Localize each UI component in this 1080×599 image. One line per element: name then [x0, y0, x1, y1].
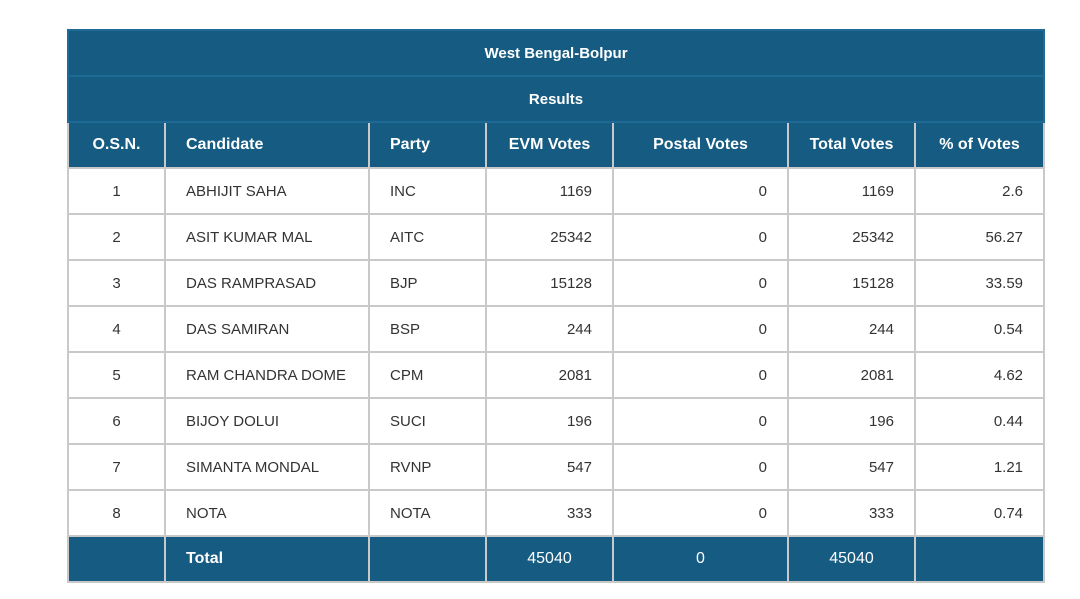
- cell-total-votes: 244: [787, 305, 916, 353]
- cell-postal-votes: 0: [612, 213, 789, 261]
- header-row: O.S.N. Candidate Party EVM Votes Postal …: [67, 121, 1046, 169]
- cell-total-votes: 2081: [787, 351, 916, 399]
- cell-osn: 2: [67, 213, 166, 261]
- cell-party: BJP: [368, 259, 487, 307]
- cell-evm-votes: 547: [485, 443, 614, 491]
- cell-percent-votes: 56.27: [913, 213, 1046, 261]
- cell-total-votes: 333: [787, 489, 916, 537]
- cell-percent-votes: 0.74: [913, 489, 1046, 537]
- cell-candidate: DAS SAMIRAN: [164, 305, 370, 353]
- cell-evm-votes: 196: [485, 397, 614, 445]
- cell-evm-votes: 1169: [485, 167, 614, 215]
- cell-evm-votes: 15128: [485, 259, 614, 307]
- cell-party: CPM: [368, 351, 487, 399]
- cell-total-votes: 25342: [787, 213, 916, 261]
- table-row: 7 SIMANTA MONDAL RVNP 547 0 547 1.21: [67, 443, 1046, 491]
- cell-osn: 5: [67, 351, 166, 399]
- cell-osn: 6: [67, 397, 166, 445]
- cell-postal-votes: 0: [612, 259, 789, 307]
- cell-candidate: ASIT KUMAR MAL: [164, 213, 370, 261]
- cell-postal-votes: 0: [612, 351, 789, 399]
- cell-osn: 8: [67, 489, 166, 537]
- cell-party: SUCI: [368, 397, 487, 445]
- header-percent-votes: % of Votes: [913, 121, 1046, 169]
- cell-percent-votes: 0.44: [913, 397, 1046, 445]
- table-row: 8 NOTA NOTA 333 0 333 0.74: [67, 489, 1046, 537]
- cell-candidate: ABHIJIT SAHA: [164, 167, 370, 215]
- header-evm-votes: EVM Votes: [485, 121, 614, 169]
- cell-evm-votes: 25342: [485, 213, 614, 261]
- cell-percent-votes: 1.21: [913, 443, 1046, 491]
- cell-party: NOTA: [368, 489, 487, 537]
- total-empty-osn: [67, 535, 166, 583]
- cell-total-votes: 1169: [787, 167, 916, 215]
- total-postal-votes: 0: [612, 535, 789, 583]
- section-title-row: Results: [66, 75, 1046, 123]
- table-row: 3 DAS RAMPRASAD BJP 15128 0 15128 33.59: [67, 259, 1046, 307]
- cell-candidate: BIJOY DOLUI: [164, 397, 370, 445]
- total-row: Total 45040 0 45040: [67, 535, 1046, 583]
- cell-evm-votes: 244: [485, 305, 614, 353]
- total-empty-party: [368, 535, 487, 583]
- cell-evm-votes: 2081: [485, 351, 614, 399]
- cell-candidate: NOTA: [164, 489, 370, 537]
- total-total-votes: 45040: [787, 535, 916, 583]
- total-evm-votes: 45040: [485, 535, 614, 583]
- cell-osn: 7: [67, 443, 166, 491]
- cell-percent-votes: 0.54: [913, 305, 1046, 353]
- cell-postal-votes: 0: [612, 489, 789, 537]
- header-total-votes: Total Votes: [787, 121, 916, 169]
- cell-party: INC: [368, 167, 487, 215]
- cell-candidate: SIMANTA MONDAL: [164, 443, 370, 491]
- section-title: Results: [66, 75, 1046, 123]
- header-osn: O.S.N.: [67, 121, 166, 169]
- table-row: 6 BIJOY DOLUI SUCI 196 0 196 0.44: [67, 397, 1046, 445]
- cell-percent-votes: 33.59: [913, 259, 1046, 307]
- total-label: Total: [164, 535, 370, 583]
- cell-candidate: RAM CHANDRA DOME: [164, 351, 370, 399]
- cell-postal-votes: 0: [612, 397, 789, 445]
- cell-total-votes: 547: [787, 443, 916, 491]
- table-row: 1 ABHIJIT SAHA INC 1169 0 1169 2.6: [67, 167, 1046, 215]
- cell-party: BSP: [368, 305, 487, 353]
- results-table: West Bengal-Bolpur Results O.S.N. Candid…: [66, 29, 1046, 583]
- state-title: West Bengal-Bolpur: [66, 29, 1046, 77]
- cell-percent-votes: 2.6: [913, 167, 1046, 215]
- cell-osn: 1: [67, 167, 166, 215]
- total-empty-percent: [913, 535, 1046, 583]
- table-row: 5 RAM CHANDRA DOME CPM 2081 0 2081 4.62: [67, 351, 1046, 399]
- table-row: 2 ASIT KUMAR MAL AITC 25342 0 25342 56.2…: [67, 213, 1046, 261]
- cell-evm-votes: 333: [485, 489, 614, 537]
- cell-postal-votes: 0: [612, 167, 789, 215]
- cell-percent-votes: 4.62: [913, 351, 1046, 399]
- header-party: Party: [368, 121, 487, 169]
- cell-postal-votes: 0: [612, 443, 789, 491]
- state-title-row: West Bengal-Bolpur: [66, 29, 1046, 77]
- cell-total-votes: 15128: [787, 259, 916, 307]
- header-candidate: Candidate: [164, 121, 370, 169]
- header-postal-votes: Postal Votes: [612, 121, 789, 169]
- cell-osn: 4: [67, 305, 166, 353]
- cell-osn: 3: [67, 259, 166, 307]
- cell-party: RVNP: [368, 443, 487, 491]
- cell-candidate: DAS RAMPRASAD: [164, 259, 370, 307]
- table-row: 4 DAS SAMIRAN BSP 244 0 244 0.54: [67, 305, 1046, 353]
- cell-total-votes: 196: [787, 397, 916, 445]
- cell-postal-votes: 0: [612, 305, 789, 353]
- cell-party: AITC: [368, 213, 487, 261]
